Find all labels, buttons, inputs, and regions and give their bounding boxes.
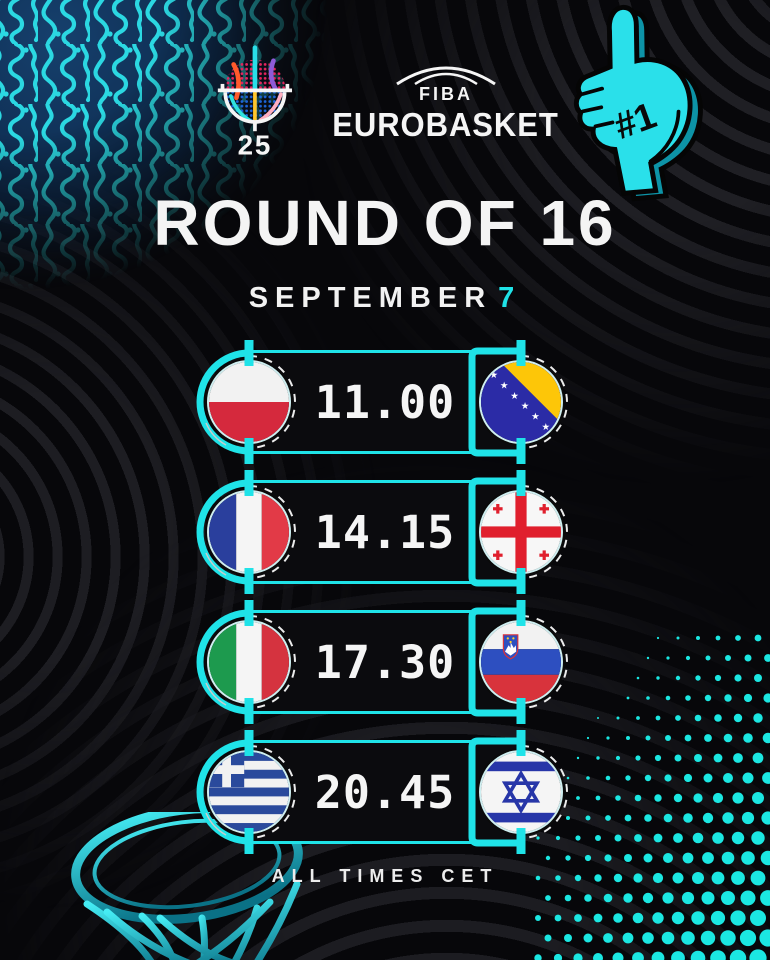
svg-text:★: ★	[510, 391, 519, 402]
frame-tick	[516, 438, 526, 464]
match-row: 14.15	[196, 470, 569, 594]
france-flag	[196, 470, 297, 594]
match-row: 20.45	[196, 730, 569, 854]
greece-flag	[196, 730, 297, 854]
frame-tick	[516, 340, 526, 366]
bosnia-and-herzegovina-flag: ★ ★ ★ ★ ★ ★	[468, 340, 569, 464]
match-list: 11.00 ★ ★ ★ ★ ★ ★	[196, 340, 569, 874]
georgia-flag	[468, 470, 569, 594]
svg-text:★: ★	[500, 380, 509, 391]
slovenia-flag	[468, 600, 569, 724]
italy-flag	[196, 600, 297, 724]
frame-tick	[244, 568, 254, 594]
frame-tick	[244, 730, 254, 756]
header-brand: 25 FIBA EUROBASKET	[0, 44, 770, 160]
fiba-eurobasket-wordmark: FIBA EUROBASKET	[325, 62, 566, 144]
maze-squiggle-pattern	[0, 0, 336, 324]
svg-text:★: ★	[541, 422, 550, 433]
frame-tick	[516, 730, 526, 756]
match-row: 17.30	[196, 600, 569, 724]
frame-tick	[244, 340, 254, 366]
frame-tick	[244, 438, 254, 464]
frame-tick	[244, 828, 254, 854]
date-day: 7	[498, 282, 522, 314]
date-month: SEPTEMBER	[248, 282, 493, 314]
frame-tick	[244, 698, 254, 724]
page-title: ROUND OF 16	[153, 187, 617, 259]
times-note: ALL TIMES CET	[271, 866, 499, 886]
frame-tick	[516, 698, 526, 724]
date-subtitle: SEPTEMBER 7	[0, 282, 770, 315]
eurobasket-label: EUROBASKET	[332, 106, 560, 143]
frame-tick	[244, 600, 254, 626]
frame-tick	[516, 828, 526, 854]
frame-tick	[516, 568, 526, 594]
frame-tick	[244, 470, 254, 496]
poland-flag	[196, 340, 297, 464]
svg-text:★: ★	[489, 370, 498, 381]
svg-text:★: ★	[531, 412, 540, 423]
israel-flag	[468, 730, 569, 854]
match-row: 11.00 ★ ★ ★ ★ ★ ★	[196, 340, 569, 464]
logo-year-25: 25	[238, 129, 273, 160]
svg-text:★: ★	[521, 401, 530, 412]
eurobasket-trophy-logo-icon: 25	[218, 45, 293, 160]
frame-tick	[516, 470, 526, 496]
fiba-arc-icon	[396, 66, 496, 86]
fiba-label: FIBA	[419, 84, 473, 104]
frame-tick	[516, 600, 526, 626]
